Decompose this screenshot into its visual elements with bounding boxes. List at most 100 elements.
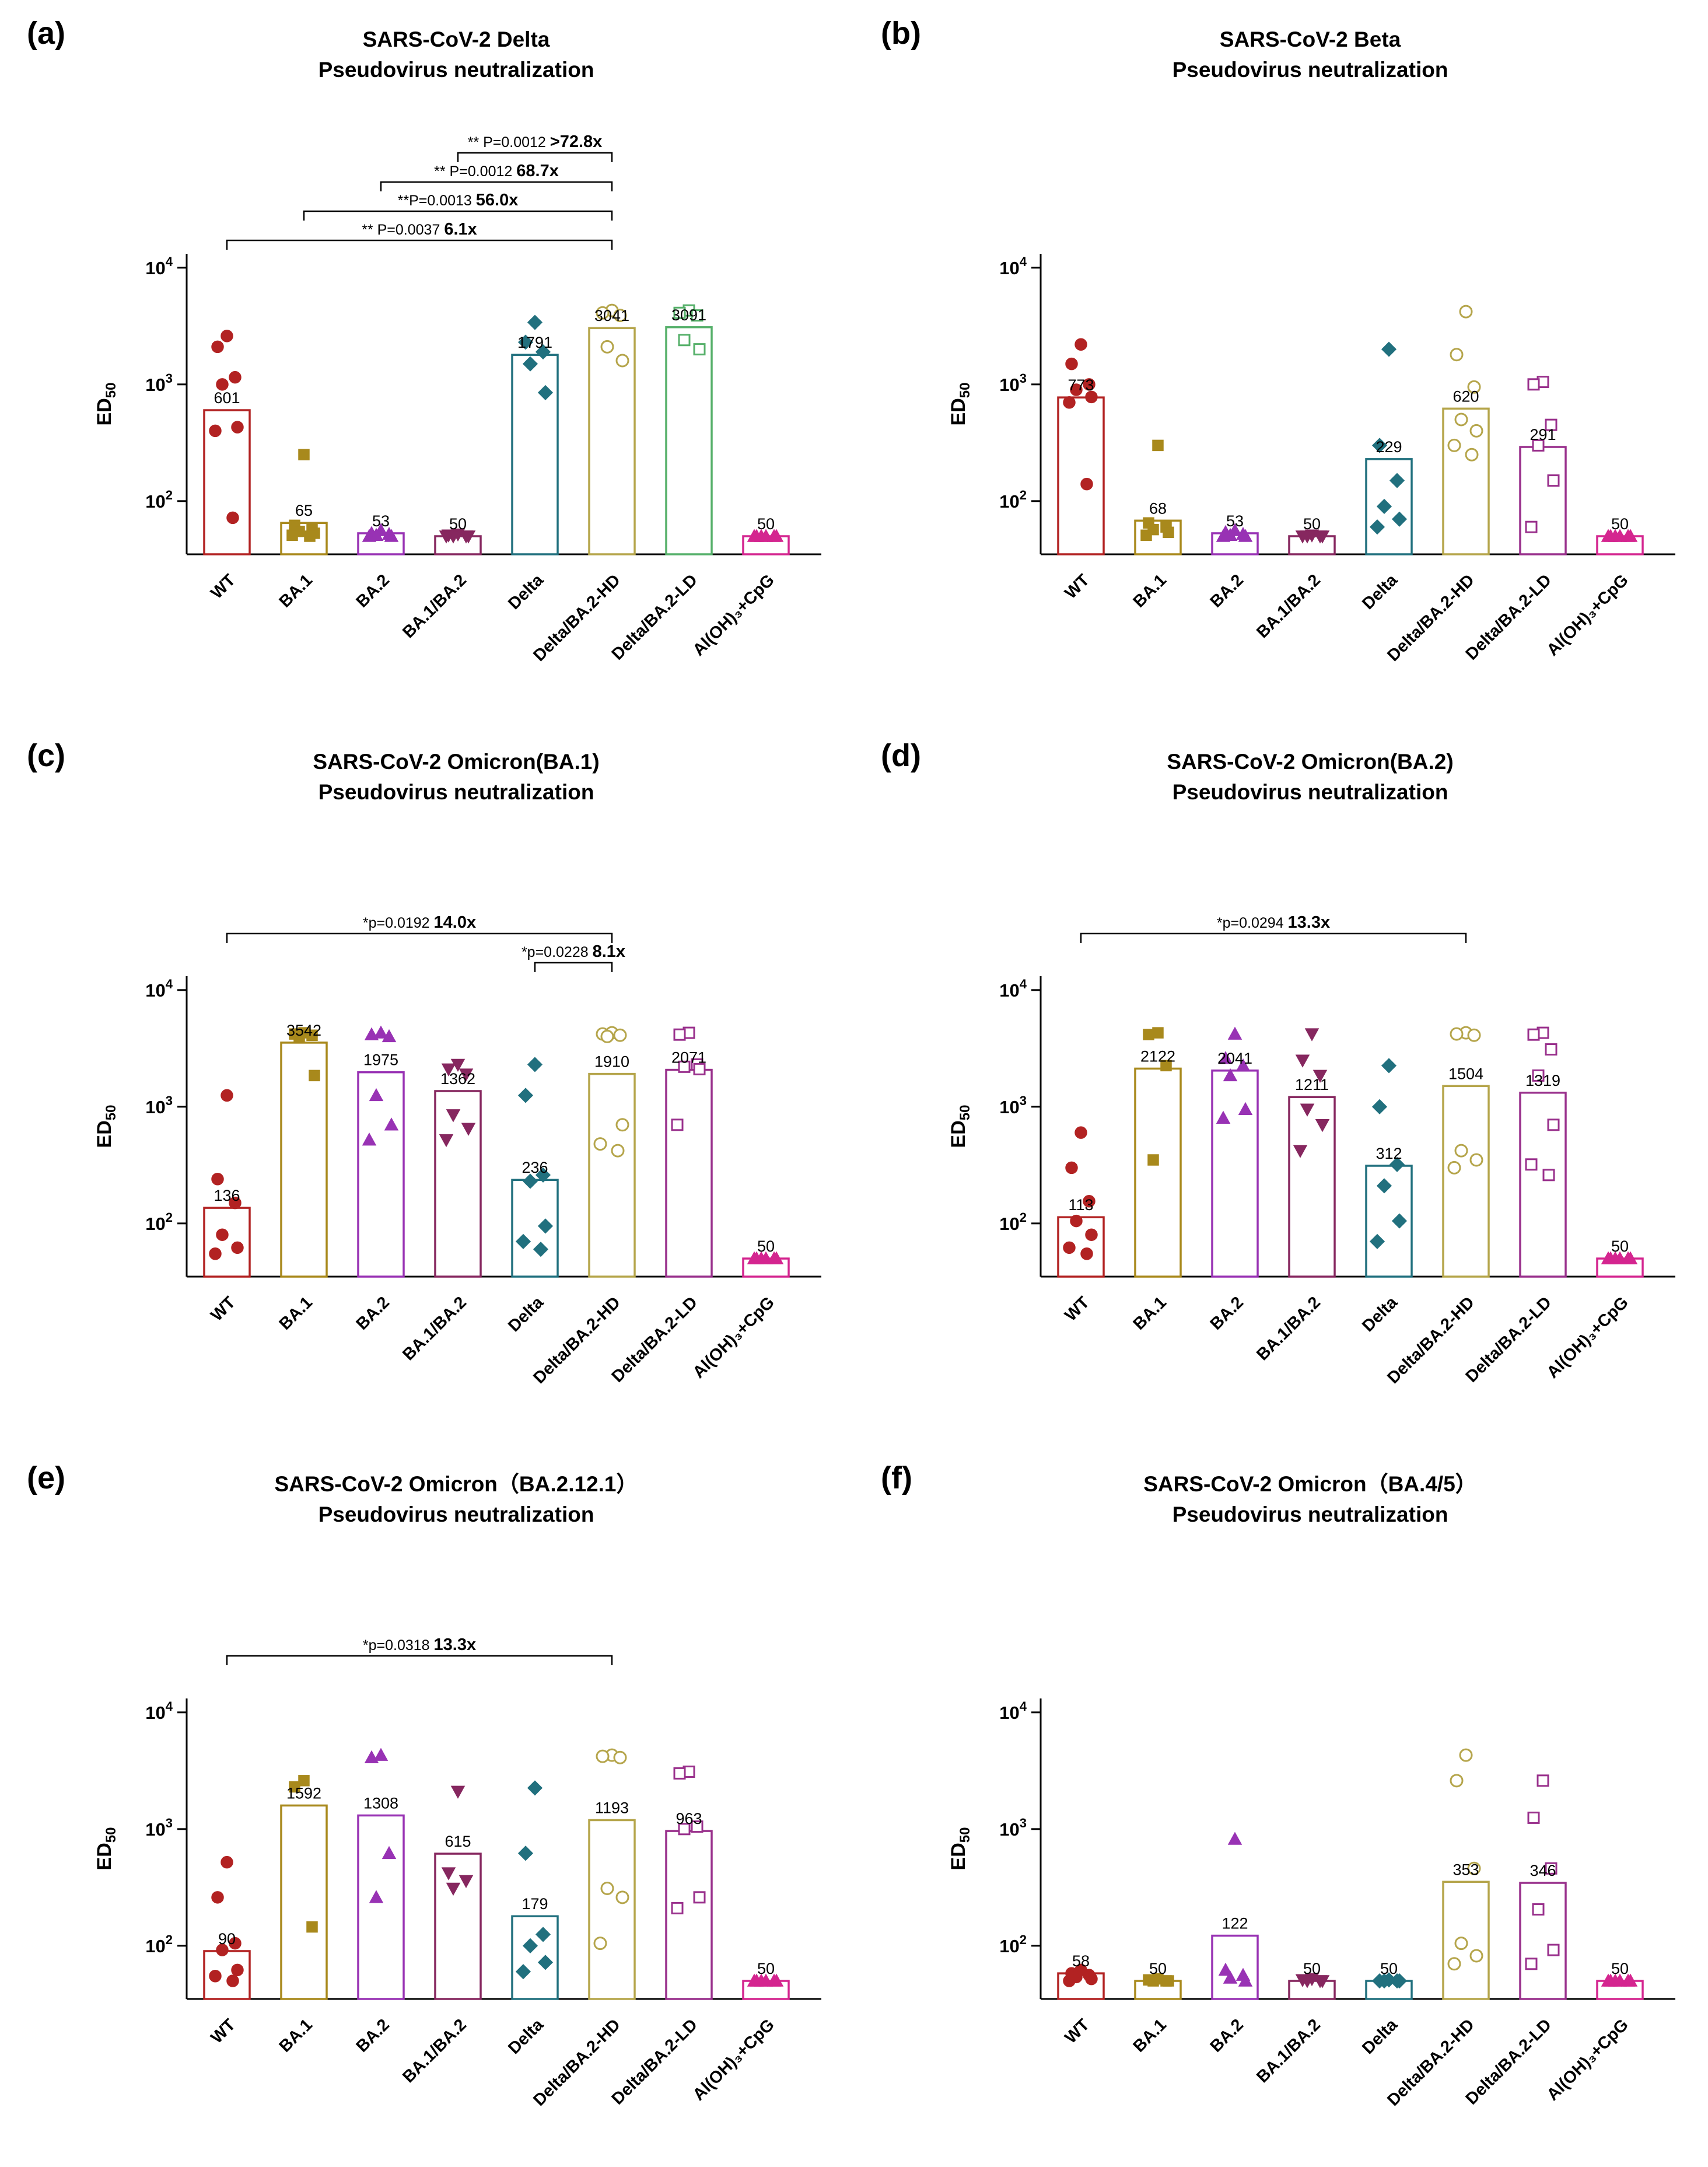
data-point: [459, 1875, 474, 1888]
bar-value-label: 1910: [594, 1053, 629, 1070]
bar-value-label: 291: [1530, 426, 1556, 443]
bar-value-label: 1975: [363, 1051, 398, 1068]
data-point: [439, 1134, 454, 1147]
chart-c: 102 103 104 ED50 136 3542 1975 1362 236 1910 2071 5…: [93, 913, 821, 1387]
data-point: [533, 1241, 549, 1257]
data-point: [461, 1123, 476, 1136]
data-point: [1381, 341, 1397, 357]
y-tick-label: 102: [999, 1932, 1027, 1956]
bar-value-label: 50: [1149, 1960, 1167, 1977]
data-point: [289, 1781, 300, 1792]
data-point: [304, 530, 316, 542]
bar-value-label: 50: [1611, 1960, 1629, 1977]
x-axis-label: BA.2: [1207, 2015, 1247, 2056]
data-point: [1467, 1028, 1481, 1042]
data-point: [1545, 1043, 1558, 1055]
bar-value-label: 773: [1068, 376, 1094, 394]
chart-a: 102 103 104 ED50 601 65 53 50 1791 3041 3091 50 WT BA…: [93, 132, 821, 665]
data-point: [1527, 1028, 1540, 1041]
data-point: [369, 1889, 384, 1903]
bar-value-label: 50: [757, 1960, 775, 1977]
data-point: [306, 1921, 318, 1932]
y-tick-label: 102: [999, 1210, 1027, 1233]
data-point: [1140, 529, 1152, 541]
bracket-label: **P=0.0013 56.0x: [398, 191, 519, 209]
data-point: [362, 529, 377, 542]
data-point: [382, 1029, 397, 1042]
data-point: [1601, 529, 1616, 542]
data-point: [1083, 1194, 1096, 1208]
bar-value-label: 179: [522, 1895, 548, 1913]
data-point: [1623, 1973, 1638, 1987]
data-point: [671, 1118, 684, 1131]
significance-bracket: [534, 962, 613, 972]
chart-title-line2: Pseudovirus neutralization: [1172, 1502, 1448, 1526]
data-point: [537, 385, 554, 400]
bar-value-label: 53: [1226, 512, 1244, 530]
data-point: [678, 1060, 691, 1073]
bar: [434, 1089, 482, 1278]
chart-title-line2: Pseudovirus neutralization: [1172, 780, 1448, 804]
panel-e: (e) SARS-CoV-2 Omicron（BA.2.12.1） Pseudo…: [0, 1445, 854, 2167]
data-point: [1227, 1026, 1242, 1040]
data-point: [439, 530, 454, 544]
x-axis-label: BA.1: [276, 571, 316, 611]
bar-value-label: 50: [1303, 1960, 1321, 1977]
data-point: [1450, 1027, 1464, 1041]
bar: [665, 326, 713, 555]
x-axis-label: Delta: [1359, 570, 1401, 613]
x-axis-label: BA.1/BA.2: [399, 571, 470, 642]
data-point: [769, 529, 784, 542]
data-point: [615, 1117, 629, 1131]
data-point: [298, 449, 310, 460]
data-point: [226, 1974, 239, 1987]
data-point: [613, 308, 627, 322]
bar-value-label: 1791: [517, 334, 552, 351]
data-point: [769, 1973, 784, 1987]
bar-value-label: 963: [676, 1810, 702, 1827]
data-point: [1623, 1251, 1638, 1264]
panel-label-d: (d): [881, 738, 921, 773]
x-axis-label: Al(OH)₃+CpG: [690, 2015, 778, 2104]
data-point: [747, 529, 762, 542]
bar-value-label: 1504: [1448, 1065, 1483, 1082]
data-point: [517, 334, 534, 350]
x-axis-label: WT: [1061, 1293, 1093, 1325]
data-point: [1525, 520, 1538, 533]
bracket-label: *p=0.0228 8.1x: [522, 942, 625, 961]
y-tick-label: 102: [145, 487, 173, 511]
y-tick-label: 104: [999, 1698, 1027, 1722]
bar-value-label: 601: [214, 389, 240, 407]
data-point: [678, 333, 691, 346]
data-point: [537, 1954, 554, 1970]
data-point: [1238, 529, 1253, 542]
y-tick-label: 103: [145, 1093, 173, 1117]
data-point: [1293, 1145, 1308, 1158]
bar-value-label: 50: [449, 515, 467, 533]
bar-value-label: 90: [218, 1930, 236, 1948]
data-point: [1080, 1247, 1093, 1260]
data-point: [1218, 1050, 1233, 1064]
panel-f: (f) SARS-CoV-2 Omicron（BA.4/5） Pseudovir…: [854, 1445, 1708, 2167]
data-point: [1085, 1228, 1098, 1241]
data-point: [596, 306, 610, 320]
data-point: [450, 1785, 466, 1799]
chart-title-a: SARS-CoV-2 Delta Pseudovirus neutralizat…: [93, 25, 819, 85]
bracket-label: ** P=0.0012 68.7x: [434, 162, 559, 180]
data-point: [515, 1233, 531, 1249]
data-point: [1545, 1862, 1558, 1875]
data-point: [209, 1969, 222, 1983]
data-point: [1450, 1773, 1464, 1787]
data-point: [1295, 1054, 1310, 1068]
data-point: [1300, 530, 1315, 544]
data-point: [306, 1029, 318, 1041]
data-point: [1376, 1973, 1392, 1988]
bar: [1442, 1085, 1490, 1278]
y-tick-label: 103: [999, 1815, 1027, 1839]
chart-title-b: SARS-CoV-2 Beta Pseudovirus neutralizati…: [947, 25, 1673, 85]
data-point: [231, 420, 244, 434]
data-point: [671, 1902, 684, 1914]
bar-value-label: 68: [1149, 499, 1167, 517]
data-point: [1381, 1057, 1397, 1074]
